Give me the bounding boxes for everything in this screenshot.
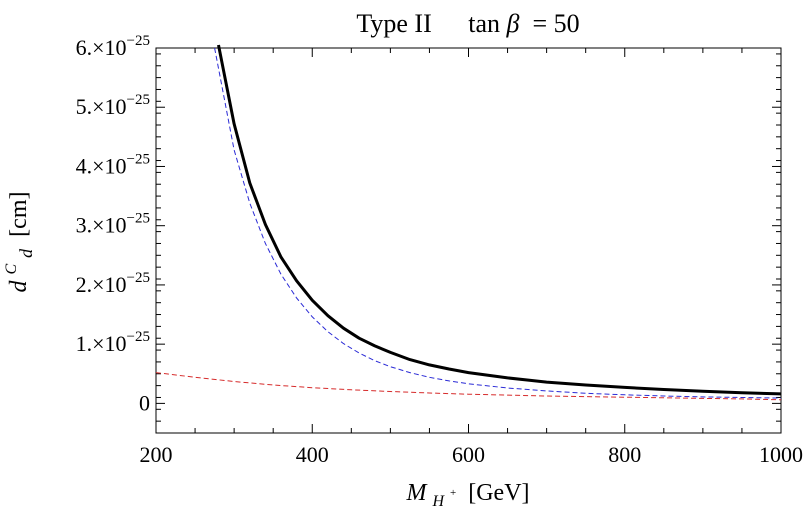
title-param-symbol: β <box>506 9 520 38</box>
y-tick-label: 4.×10−25 <box>76 151 150 178</box>
axis-ticks <box>155 47 782 434</box>
x-tick-label: 800 <box>608 442 641 467</box>
series-red-dashed <box>155 372 782 401</box>
x-tick-label: 600 <box>452 442 485 467</box>
x-tick-label: 200 <box>140 442 173 467</box>
y-tick-label: 0 <box>139 390 150 415</box>
y-tick-label: 2.×10−25 <box>76 270 150 297</box>
y-axis-label: d C d [cm] <box>0 192 38 293</box>
y-tick-label: 3.×10−25 <box>76 211 150 238</box>
x-axis-superscript: + <box>450 487 456 499</box>
y-axis-symbol: d <box>6 279 32 292</box>
x-axis-symbol: M <box>405 480 428 506</box>
y-axis-superscript: C <box>3 263 20 274</box>
x-tick-label: 1000 <box>759 442 803 467</box>
y-axis-subscript: d <box>16 248 36 258</box>
plot-frame <box>155 47 782 434</box>
x-tick-labels: 200 400 600 800 1000 <box>140 442 804 467</box>
y-axis-unit: [cm] <box>6 192 32 237</box>
series-total-solid <box>217 44 782 396</box>
x-axis-unit: [GeV] <box>468 480 529 506</box>
title-param: tan <box>468 9 500 38</box>
series-blue-dashed <box>214 47 782 399</box>
series-lines <box>155 44 782 401</box>
chart-title: Type II tan β = 50 <box>356 9 579 38</box>
x-tick-label: 400 <box>296 442 329 467</box>
title-relation: = 50 <box>526 9 580 38</box>
title-prefix: Type II <box>356 9 431 38</box>
x-axis-subscript: H <box>431 493 445 506</box>
y-tick-label: 6.×10−25 <box>76 33 150 60</box>
x-axis-label: M H + [GeV] <box>405 476 529 506</box>
y-tick-label: 5.×10−25 <box>76 92 150 119</box>
y-tick-labels: 0 1.×10−25 2.×10−25 3.×10−25 4.×10−25 5.×10−2… <box>76 33 150 415</box>
y-tick-label: 1.×10−25 <box>76 329 150 356</box>
